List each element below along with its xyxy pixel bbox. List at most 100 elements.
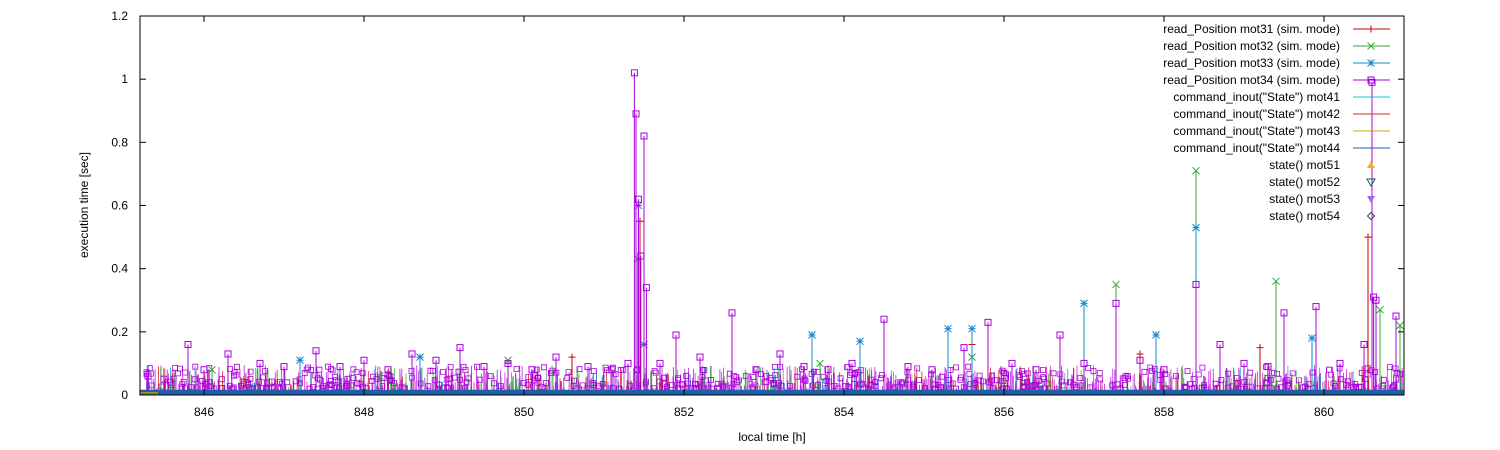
data-point [568, 353, 576, 361]
data-point [384, 366, 392, 374]
y-tick-label: 1 [121, 72, 128, 86]
data-point [360, 356, 368, 364]
x-tick-label: 854 [834, 405, 854, 419]
data-point [1312, 303, 1320, 311]
data-point [504, 359, 512, 367]
data-point [904, 363, 912, 371]
data-point [656, 359, 664, 367]
y-tick-label: 0.4 [111, 262, 128, 276]
legend-entry: command_inout("State") mot44 [1173, 141, 1390, 155]
data-point [1364, 233, 1372, 241]
legend-label: command_inout("State") mot43 [1173, 124, 1340, 138]
legend-label: read_Position mot33 (sim. mode) [1163, 56, 1340, 70]
legend-marker [1367, 76, 1375, 84]
data-point [224, 350, 232, 358]
data-point [376, 372, 384, 380]
data-point [296, 356, 304, 365]
data-point [630, 69, 638, 77]
y-tick-label: 1.2 [111, 9, 128, 23]
data-point [1056, 331, 1064, 339]
legend-entry: command_inout("State") mot41 [1173, 90, 1390, 104]
x-tick-label: 856 [994, 405, 1014, 419]
data-point [432, 356, 440, 364]
legend-label: read_Position mot32 (sim. mode) [1163, 39, 1340, 53]
data-point [280, 363, 288, 371]
legend-label: state() mot54 [1269, 209, 1340, 223]
data-point [1192, 223, 1200, 232]
legend-label: state() mot52 [1269, 175, 1340, 189]
data-point [1308, 334, 1316, 343]
data-point [584, 363, 592, 371]
data-point [1032, 366, 1040, 374]
legend-entry: command_inout("State") mot42 [1173, 107, 1390, 121]
data-point [144, 372, 152, 380]
data-point [528, 366, 536, 374]
data-point [968, 324, 976, 333]
legend-marker [1367, 59, 1375, 67]
y-tick-label: 0 [121, 388, 128, 402]
legend-marker [1367, 196, 1375, 203]
x-axis: 846 848 850 852 854 856 858 860 [194, 16, 1334, 419]
data-point [696, 353, 704, 361]
data-point [984, 318, 992, 326]
data-point [672, 331, 680, 339]
data-point [240, 375, 248, 383]
data-point [1008, 359, 1016, 367]
data-point [808, 331, 816, 339]
data-point [1216, 340, 1224, 348]
data-point [928, 366, 936, 374]
legend-entry: command_inout("State") mot43 [1173, 124, 1390, 138]
data-point [1080, 359, 1088, 367]
data-point [848, 359, 856, 367]
data-point [776, 350, 784, 358]
data-point [1272, 277, 1280, 286]
legend-label: read_Position mot34 (sim. mode) [1163, 73, 1340, 87]
data-point [640, 132, 648, 140]
legend-entry: read_Position mot32 (sim. mode) [1163, 39, 1390, 53]
legend-entry: state() mot52 [1269, 175, 1376, 189]
y-axis: 0 0.2 0.4 0.6 0.8 1 1.2 [111, 9, 1404, 402]
y-tick-label: 0.8 [111, 135, 128, 149]
legend-marker [1367, 161, 1375, 168]
data-point [632, 110, 640, 118]
data-point [1192, 280, 1200, 288]
data-point [200, 366, 208, 374]
x-tick-label: 850 [514, 405, 534, 419]
data-point [1192, 166, 1200, 175]
data-point [960, 344, 968, 352]
data-point [1160, 366, 1168, 374]
data-point [408, 350, 416, 358]
data-point [824, 366, 832, 374]
legend-label: command_inout("State") mot42 [1173, 107, 1340, 121]
data-point [1256, 344, 1264, 352]
y-tick-label: 0.2 [111, 325, 128, 339]
x-tick-label: 860 [1314, 405, 1334, 419]
dense-samples-band [143, 363, 1404, 394]
data-point [1336, 359, 1344, 367]
data-point [1368, 78, 1376, 86]
data-point [336, 363, 344, 371]
data-point [1372, 296, 1380, 304]
y-tick-label: 0.6 [111, 199, 128, 213]
legend: read_Position mot31 (sim. mode) read_Posi… [1163, 22, 1390, 223]
data-point [1080, 299, 1088, 308]
legend-marker [1367, 42, 1375, 50]
data-point [1376, 305, 1384, 314]
data-point [184, 340, 192, 348]
data-point [880, 315, 888, 323]
data-point [634, 195, 642, 203]
data-point [624, 359, 632, 367]
series-4 [144, 69, 1400, 393]
legend-marker [1366, 178, 1376, 188]
data-point [856, 337, 864, 346]
data-point [642, 284, 650, 292]
data-point [416, 353, 424, 361]
data-point [160, 375, 168, 383]
legend-label: command_inout("State") mot44 [1173, 141, 1340, 155]
legend-entry: state() mot54 [1269, 209, 1376, 223]
legend-entry: read_Position mot33 (sim. mode) [1163, 56, 1390, 70]
x-tick-label: 852 [674, 405, 694, 419]
data-point [608, 366, 616, 374]
data-point [1264, 363, 1272, 371]
